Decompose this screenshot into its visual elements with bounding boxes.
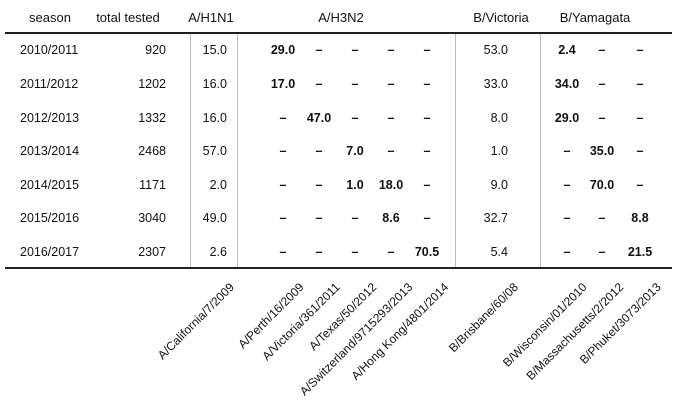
yamagata-value-cell: – [598, 77, 606, 91]
yamagata-value-cell: 2.4 [558, 43, 576, 57]
yamagata-value-cell: 34.0 [554, 77, 580, 91]
h3n2-value-cell: 70.5 [414, 245, 440, 259]
h3n2-value-cell: – [423, 178, 431, 192]
yamagata-value-cell: 35.0 [589, 144, 615, 158]
header-b-victoria: B/Victoria [473, 10, 529, 25]
h3n2-value-cell: – [279, 178, 287, 192]
bottom-divider-line [5, 267, 672, 269]
h3n2-value-cell: – [387, 144, 395, 158]
yamagata-value-cell: – [598, 245, 606, 259]
season-cell: 2014/2015 [20, 178, 80, 192]
h3n2-value-cell: – [423, 144, 431, 158]
strain-label-b-brisbane: B/Brisbane/60/08 [445, 280, 521, 355]
h1n1-value-cell: 57.0 [202, 144, 227, 158]
column-divider [237, 34, 238, 267]
h3n2-value-cell: – [315, 144, 323, 158]
season-cell: 2013/2014 [20, 144, 80, 158]
header-a-h3n2: A/H3N2 [318, 10, 364, 25]
season-cell: 2016/2017 [20, 245, 80, 259]
header-a-h1n1: A/H1N1 [188, 10, 234, 25]
h3n2-value-cell: – [387, 77, 395, 91]
column-divider [540, 34, 541, 267]
victoria-value-cell: 8.0 [490, 111, 508, 125]
h3n2-value-cell: – [351, 245, 359, 259]
yamagata-value-cell: – [563, 144, 571, 158]
h3n2-value-cell: – [387, 43, 395, 57]
season-cell: 2010/2011 [20, 43, 79, 57]
h1n1-value-cell: 2.0 [209, 178, 227, 192]
h3n2-value-cell: 8.6 [382, 211, 400, 225]
yamagata-value-cell: 70.0 [589, 178, 615, 192]
h3n2-value-cell: 47.0 [306, 111, 332, 125]
h3n2-value-cell: – [351, 77, 359, 91]
h3n2-value-cell: 17.0 [270, 77, 296, 91]
h3n2-value-cell: – [315, 43, 323, 57]
h3n2-value-cell: 29.0 [270, 43, 296, 57]
header-b-yamagata: B/Yamagata [559, 10, 631, 25]
h3n2-value-cell: – [315, 77, 323, 91]
total-tested-cell: 920 [145, 43, 166, 57]
h3n2-value-cell: – [315, 211, 323, 225]
total-tested-cell: 1332 [138, 111, 166, 125]
victoria-value-cell: 53.0 [483, 43, 508, 57]
h1n1-value-cell: 16.0 [202, 111, 227, 125]
yamagata-value-cell: 21.5 [627, 245, 653, 259]
yamagata-value-cell: – [636, 144, 644, 158]
victoria-value-cell: 5.4 [490, 245, 508, 259]
h3n2-value-cell: – [387, 245, 395, 259]
yamagata-value-cell: – [563, 245, 571, 259]
yamagata-value-cell: – [636, 43, 644, 57]
victoria-value-cell: 33.0 [483, 77, 508, 91]
victoria-value-cell: 32.7 [483, 211, 508, 225]
yamagata-value-cell: – [598, 43, 606, 57]
header-total-tested: total tested [96, 10, 160, 25]
yamagata-value-cell: – [636, 77, 644, 91]
column-divider [455, 34, 456, 267]
h1n1-value-cell: 16.0 [202, 77, 227, 91]
h3n2-value-cell: – [279, 211, 287, 225]
h3n2-value-cell: – [423, 211, 431, 225]
h1n1-value-cell: 15.0 [202, 43, 227, 57]
h1n1-value-cell: 49.0 [202, 211, 227, 225]
h3n2-value-cell: – [351, 111, 359, 125]
yamagata-value-cell: 29.0 [554, 111, 580, 125]
victoria-value-cell: 1.0 [490, 144, 508, 158]
h3n2-value-cell: – [351, 211, 359, 225]
header-divider-line [5, 32, 672, 34]
h3n2-value-cell: 1.0 [346, 178, 364, 192]
yamagata-value-cell: – [598, 111, 606, 125]
victoria-value-cell: 9.0 [490, 178, 508, 192]
total-tested-cell: 1202 [138, 77, 166, 91]
season-cell: 2015/2016 [20, 211, 80, 225]
total-tested-cell: 3040 [138, 211, 166, 225]
h3n2-value-cell: – [423, 43, 431, 57]
h3n2-value-cell: – [315, 245, 323, 259]
strain-label-a-california: A/California/7/2009 [154, 280, 237, 363]
yamagata-value-cell: – [598, 211, 606, 225]
column-divider [190, 34, 191, 267]
h3n2-value-cell: – [279, 111, 287, 125]
h1n1-value-cell: 2.6 [209, 245, 227, 259]
h3n2-value-cell: – [279, 144, 287, 158]
h3n2-value-cell: – [279, 245, 287, 259]
h3n2-value-cell: – [423, 77, 431, 91]
season-cell: 2011/2012 [20, 77, 79, 91]
h3n2-value-cell: – [387, 111, 395, 125]
total-tested-cell: 2468 [138, 144, 166, 158]
total-tested-cell: 2307 [138, 245, 166, 259]
total-tested-cell: 1171 [139, 178, 166, 192]
yamagata-value-cell: – [563, 178, 571, 192]
season-cell: 2012/2013 [20, 111, 80, 125]
h3n2-value-cell: – [423, 111, 431, 125]
h3n2-value-cell: 18.0 [378, 178, 404, 192]
header-season: season [29, 10, 71, 25]
yamagata-value-cell: 8.8 [631, 211, 649, 225]
yamagata-value-cell: – [636, 111, 644, 125]
yamagata-value-cell: – [563, 211, 571, 225]
h3n2-value-cell: – [315, 178, 323, 192]
h3n2-value-cell: – [351, 43, 359, 57]
h3n2-value-cell: 7.0 [346, 144, 364, 158]
yamagata-value-cell: – [636, 178, 644, 192]
